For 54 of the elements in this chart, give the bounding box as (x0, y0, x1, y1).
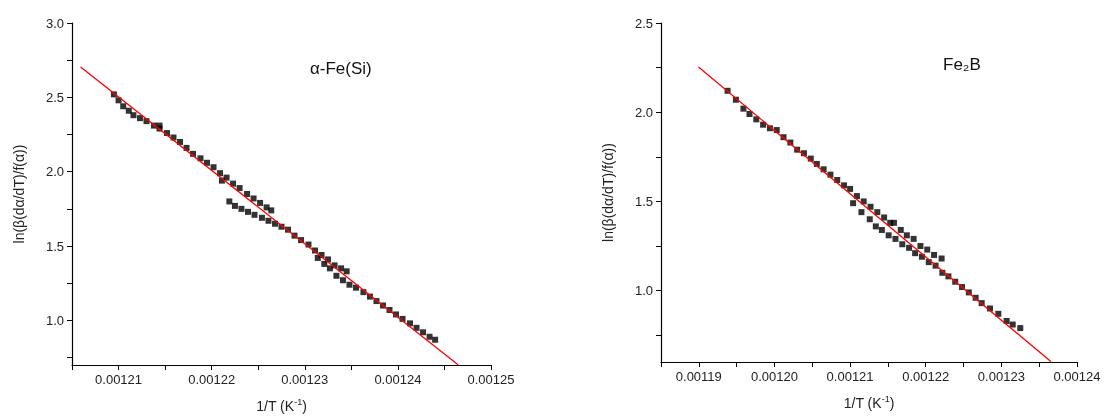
point (1003, 317, 1010, 324)
point (897, 226, 904, 233)
y-tick-label: 1.5 (45, 238, 64, 254)
point (917, 243, 924, 250)
x-tick-label: 0.00124 (374, 372, 422, 387)
point (910, 235, 917, 242)
point (885, 232, 892, 239)
x-tick-label: 0.00121 (826, 369, 874, 384)
point (881, 214, 888, 221)
x-tick-label: 0.00124 (1053, 369, 1101, 384)
y-tick-label: 2.5 (634, 15, 653, 31)
point (753, 116, 760, 123)
point (874, 209, 881, 216)
point (760, 121, 767, 128)
x-tick-label: 0.00123 (281, 372, 329, 387)
point (931, 251, 938, 258)
y-tick-label: 3.0 (45, 15, 64, 31)
point (1009, 321, 1016, 328)
point (924, 246, 931, 253)
annotation: α-Fe(Si) (310, 59, 372, 78)
x-tick-label: 0.00120 (750, 369, 798, 384)
y-tick-label: 1.0 (45, 312, 64, 328)
point (841, 182, 848, 189)
point (860, 198, 867, 205)
point (746, 110, 753, 117)
point (850, 200, 857, 207)
y-tick-label: 1.5 (634, 193, 653, 209)
y-tick-label: 2.0 (634, 104, 653, 120)
point (892, 235, 899, 242)
point (740, 105, 747, 112)
point (912, 250, 919, 257)
point (872, 223, 879, 230)
point (1017, 325, 1024, 332)
x-tick-label: 0.00122 (902, 369, 950, 384)
point (899, 241, 906, 248)
y-axis-title: ln(β(dα/dT)/f(α)) (11, 144, 27, 244)
x-tick-label: 0.00119 (675, 369, 722, 384)
x-tick-label: 0.00125 (467, 372, 515, 387)
point (867, 203, 874, 210)
y-tick-label: 1.0 (634, 283, 653, 299)
point (903, 232, 910, 239)
annotation: Fe₂B (943, 55, 981, 74)
point (906, 244, 913, 251)
point (878, 226, 885, 233)
point (866, 216, 873, 223)
point (858, 209, 865, 216)
x-tick-label: 0.00123 (977, 369, 1025, 384)
x-tick-label: 0.00122 (188, 372, 236, 387)
x-tick-label: 0.00121 (95, 372, 143, 387)
point (938, 255, 945, 262)
y-tick-label: 2.0 (45, 164, 64, 180)
y-axis-title: ln(β(dα/dT)/f(α)) (600, 143, 616, 242)
y-tick-label: 2.5 (45, 89, 64, 105)
point (847, 185, 854, 192)
